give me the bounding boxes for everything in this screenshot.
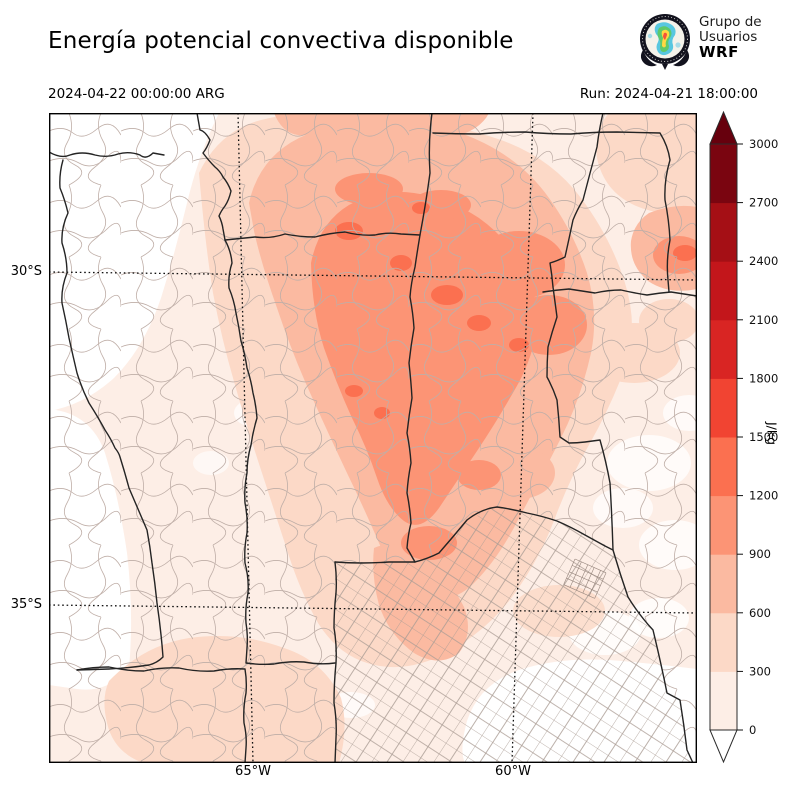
logo-line3: WRF <box>699 43 739 61</box>
colorbar-over-arrow <box>709 110 738 145</box>
page-title: Energía potencial convectiva disponible <box>48 28 514 54</box>
colorbar-unit-label: J/kg <box>764 421 780 446</box>
colorbar-tick-label: 2100 <box>749 313 778 327</box>
province-borders <box>49 113 697 763</box>
colorbar-segment <box>710 202 737 262</box>
colorbar-tick-label: 1500 <box>749 430 778 444</box>
gran-buenos-aires-mesh <box>563 558 607 599</box>
cape-map <box>49 113 697 763</box>
department-borders <box>49 113 697 763</box>
colorbar-tick-label: 2700 <box>749 196 778 210</box>
colorbar-segment <box>710 378 737 438</box>
run-time-label: Run: 2024-04-21 18:00:00 <box>579 86 758 102</box>
colorbar-segment <box>710 671 737 731</box>
colorbar-tick-label: 1800 <box>749 371 778 385</box>
cape-shaded-field <box>49 113 697 763</box>
graticule <box>49 113 697 763</box>
colorbar-tick-label: 3000 <box>749 137 778 151</box>
colorbar-segment <box>710 261 737 321</box>
colorbar-segment <box>710 144 737 204</box>
lat-tick-35s: 35°S <box>10 597 42 612</box>
colorbar-svg: 0 300 600 900 1200 1500 1800 2100 2400 2700 3000 <box>709 110 778 764</box>
wrf-logo-emblem <box>640 14 690 70</box>
lon-tick-65w: 65°W <box>235 764 271 779</box>
colorbar-tick-label: 300 <box>749 664 771 678</box>
colorbar-segment <box>710 495 737 555</box>
wrf-logo-text: Grupo de Usuarios WRF <box>699 15 762 60</box>
logo-line1: Grupo de <box>699 14 762 30</box>
colorbar-tick-label: 600 <box>749 606 771 620</box>
colorbar-tick-label: 1200 <box>749 489 778 503</box>
colorbar-tick-label: 2400 <box>749 254 778 268</box>
colorbar-under-arrow <box>709 729 738 764</box>
logo-line2: Usuarios <box>699 29 758 45</box>
cape-map-svg <box>49 113 697 763</box>
lat-tick-30s: 30°S <box>10 264 42 279</box>
colorbar-segment <box>710 554 737 614</box>
colorbar-tick-label: 900 <box>749 547 771 561</box>
map-frame <box>49 113 697 763</box>
colorbar-segment <box>710 437 737 497</box>
colorbar: 0 300 600 900 1200 1500 1800 2100 2400 2700 3000 <box>700 100 800 780</box>
colorbar-segment <box>710 612 737 672</box>
valid-time-label: 2024-04-22 00:00:00 ARG <box>48 86 225 102</box>
lon-tick-60w: 60°W <box>495 764 531 779</box>
wrf-logo: Grupo de Usuarios WRF <box>637 12 797 70</box>
colorbar-segment <box>710 319 737 379</box>
colorbar-tick-label: 0 <box>749 723 756 737</box>
